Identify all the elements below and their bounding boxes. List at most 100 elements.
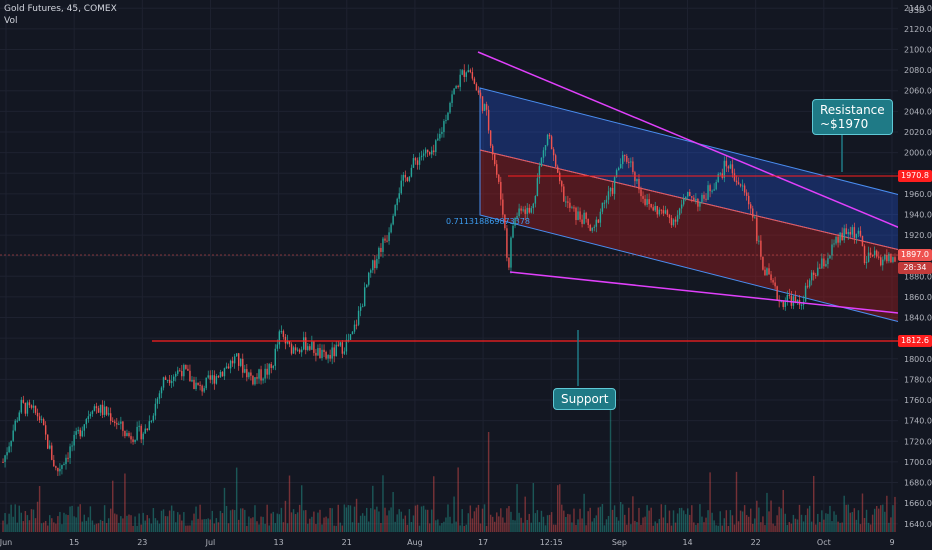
volume-bar <box>237 519 240 532</box>
volume-bar <box>258 524 260 532</box>
candle-body <box>426 149 429 153</box>
x-tick-label: Aug <box>407 538 423 547</box>
volume-bar <box>554 524 557 532</box>
candle-body <box>536 178 539 197</box>
volume-bar <box>205 519 207 532</box>
candle-body <box>703 194 705 199</box>
candle-body <box>26 402 29 414</box>
volume-bar <box>357 522 360 532</box>
volume-bar <box>22 521 25 532</box>
volume-bar <box>894 496 896 532</box>
volume-bar <box>713 520 715 532</box>
candle-body <box>323 349 325 353</box>
volume-bar <box>390 507 392 532</box>
candle-body <box>776 286 778 301</box>
candle-body <box>754 217 756 219</box>
volume-bar <box>552 524 555 532</box>
volume-bar <box>44 520 47 532</box>
candle-body <box>404 174 407 178</box>
candle-body <box>189 370 191 382</box>
volume-bar <box>867 522 870 532</box>
candle-body <box>266 368 268 375</box>
volume-bar <box>443 521 445 532</box>
candle-body <box>810 272 813 281</box>
candle-body <box>745 192 748 196</box>
volume-bar <box>87 517 90 532</box>
candle-body <box>867 252 870 262</box>
candle-body <box>402 174 404 181</box>
volume-bar <box>244 509 246 532</box>
volume-bar <box>400 511 402 532</box>
volume-bar <box>776 515 778 532</box>
candle-body <box>790 295 793 306</box>
candle-body <box>634 172 636 182</box>
candle-body <box>8 446 10 453</box>
volume-indicator-label[interactable]: Vol <box>4 16 18 26</box>
candle-body <box>646 199 648 205</box>
candle-body <box>219 371 222 378</box>
volume-bar <box>494 521 496 532</box>
volume-bar <box>701 516 703 532</box>
volume-bar <box>132 525 134 532</box>
candle-body <box>518 208 520 216</box>
y-tick-label: 2060.0 <box>904 87 932 96</box>
volume-bar <box>691 505 693 532</box>
volume-bar <box>217 522 220 532</box>
volume-bar <box>648 510 650 532</box>
candle-body <box>607 191 610 200</box>
candle-body <box>386 240 388 242</box>
candle-body <box>878 256 880 258</box>
candle-body <box>540 157 543 167</box>
candle-body <box>443 121 445 132</box>
candle-body <box>329 354 331 359</box>
candle-body <box>792 296 795 306</box>
volume-bar <box>723 518 726 532</box>
volume-bar <box>821 510 823 532</box>
volume-bars <box>2 392 896 532</box>
volume-bar <box>254 505 256 532</box>
volume-bar <box>524 496 526 532</box>
volume-bar <box>140 524 142 532</box>
y-tick-label: 2080.0 <box>904 66 932 75</box>
candle-body <box>875 250 878 257</box>
volume-bar <box>67 515 69 532</box>
candle-body <box>213 375 216 384</box>
volume-bar <box>540 510 543 532</box>
candle-body <box>372 260 374 271</box>
candle-body <box>398 193 400 199</box>
volume-bar <box>402 518 404 532</box>
volume-bar <box>40 523 43 532</box>
volume-bar <box>449 516 451 532</box>
candle-body <box>548 134 551 137</box>
candle-body <box>345 339 348 352</box>
trendlines <box>477 51 901 314</box>
volume-bar <box>642 517 644 532</box>
volume-bar <box>445 517 447 532</box>
candle-body <box>782 301 784 307</box>
candle-body <box>613 177 616 194</box>
candle-body <box>311 341 313 350</box>
candle-body <box>101 404 104 415</box>
candle-body <box>34 405 37 413</box>
candle-body <box>520 208 522 211</box>
volume-bar <box>632 496 634 532</box>
volume-bar <box>745 515 748 532</box>
volume-bar <box>424 509 427 532</box>
volume-bar <box>794 518 797 532</box>
volume-bar <box>266 504 268 532</box>
resistance-callout[interactable]: Resistance ~$1970 <box>812 99 893 135</box>
x-tick-label: Jun <box>0 538 12 547</box>
y-tick-label: 1720.0 <box>904 437 932 446</box>
candle-body <box>183 364 185 377</box>
candle-body <box>278 331 281 345</box>
candle-body <box>298 349 301 353</box>
volume-bar <box>359 515 362 532</box>
candle-body <box>337 344 339 346</box>
candle-body <box>447 112 449 121</box>
volume-bar <box>831 521 833 532</box>
volume-bar <box>784 513 786 532</box>
candle-body <box>168 379 171 384</box>
support-callout[interactable]: Support <box>553 388 617 410</box>
volume-bar <box>666 523 669 532</box>
